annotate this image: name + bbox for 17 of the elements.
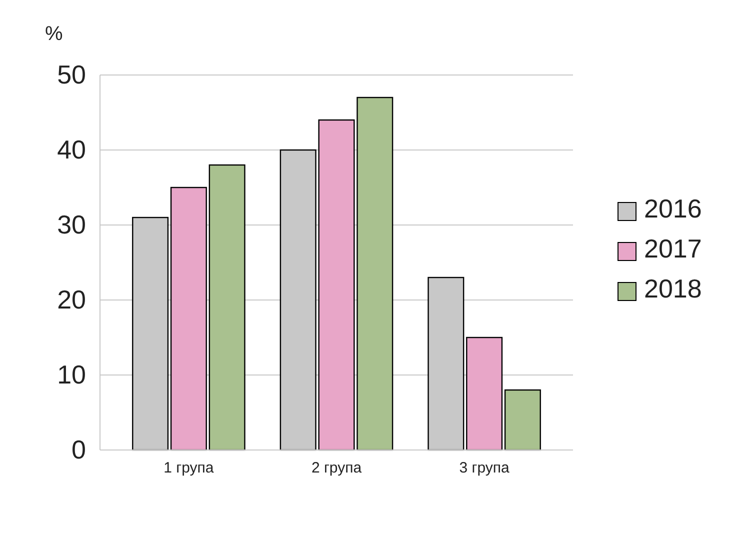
legend-label: 2018 bbox=[644, 274, 702, 304]
bar bbox=[466, 336, 503, 451]
x-tick-label: 1 група bbox=[164, 460, 214, 477]
x-tick-label: 2 група bbox=[311, 460, 362, 477]
legend-label: 2017 bbox=[644, 234, 702, 264]
y-tick-label: 0 bbox=[72, 434, 86, 464]
legend-label: 2016 bbox=[644, 194, 702, 224]
y-tick-label: 20 bbox=[57, 284, 86, 314]
y-tick-label: 50 bbox=[57, 59, 86, 90]
y-tick-label: 40 bbox=[57, 134, 86, 164]
y-tick-label: 10 bbox=[57, 359, 86, 390]
x-tick-label: 3 група bbox=[459, 460, 510, 477]
bar bbox=[208, 164, 246, 451]
y-tick-label: 30 bbox=[57, 209, 86, 240]
bar bbox=[170, 186, 207, 451]
bar bbox=[504, 389, 541, 451]
y-axis-title: % bbox=[45, 23, 63, 45]
